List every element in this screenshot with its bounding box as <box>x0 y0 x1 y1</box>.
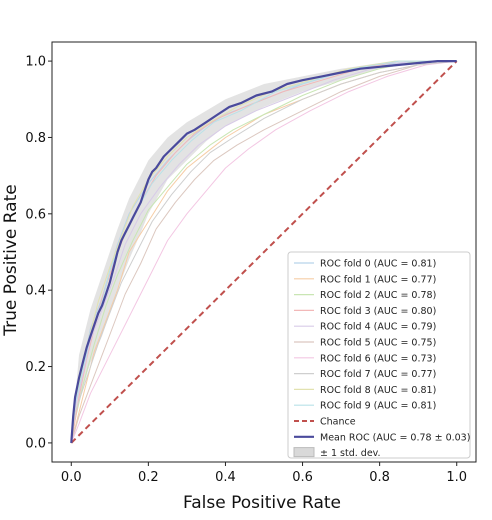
y-tick-label: 0.8 <box>25 131 46 146</box>
roc-fold-7-line <box>70 60 457 443</box>
y-tick-label: 0.2 <box>25 360 46 375</box>
y-tick-label: 0.4 <box>25 284 46 299</box>
legend-entry-label: ROC fold 0 (AUC = 0.81) <box>320 259 436 270</box>
plot-frame <box>51 41 477 463</box>
x-axis-label: False Positive Rate <box>183 493 341 513</box>
legend-entry-label: ROC fold 2 (AUC = 0.78) <box>320 290 436 301</box>
ticks-layer: 0.0 0.2 0.4 0.6 0.8 1.0 0.0 0.2 0.4 0.6 0.8 1.0 <box>25 55 467 485</box>
series-layer <box>70 60 458 444</box>
mean-roc-line <box>70 60 457 443</box>
legend-entry-label: ROC fold 1 (AUC = 0.77) <box>320 274 436 285</box>
x-tick-label: 0.6 <box>292 470 313 485</box>
legend-entry-label: ROC fold 5 (AUC = 0.75) <box>320 338 436 349</box>
legend-entry-label: Mean ROC (AUC = 0.78 ± 0.03) <box>320 432 470 443</box>
y-axis-label: True Positive Rate <box>1 184 21 336</box>
legend-swatch <box>293 447 315 458</box>
y-tick-label: 0.6 <box>25 207 46 222</box>
x-tick-label: 0.8 <box>369 470 390 485</box>
legend-entry-label: ROC fold 9 (AUC = 0.81) <box>320 401 436 412</box>
y-tick-label: 1.0 <box>25 55 46 70</box>
y-tick-label: 0.0 <box>25 436 46 451</box>
legend-entry-label: ROC fold 3 (AUC = 0.80) <box>320 306 436 317</box>
chance-line <box>70 60 458 444</box>
x-tick-label: 0.0 <box>61 470 82 485</box>
roc-fold-6-line <box>70 60 457 444</box>
x-tick-label: 1.0 <box>446 470 467 485</box>
legend-entry-label: ROC fold 4 (AUC = 0.79) <box>320 322 436 333</box>
legend-entry-label: Chance <box>320 417 356 428</box>
legend-entry-label: ± 1 std. dev. <box>320 448 381 459</box>
legend: ROC fold 0 (AUC = 0.81) ROC fold 1 (AUC =… <box>287 251 471 459</box>
legend-box <box>287 251 471 459</box>
legend-entry-label: ROC fold 7 (AUC = 0.77) <box>320 369 436 380</box>
x-tick-label: 0.4 <box>215 470 236 485</box>
roc-fold-2-line <box>70 60 457 443</box>
roc-fold-5-line <box>70 60 457 444</box>
roc-fold-4-line <box>70 60 457 443</box>
legend-entry-label: ROC fold 6 (AUC = 0.73) <box>320 353 436 364</box>
x-tick-label: 0.2 <box>138 470 159 485</box>
legend-entry-label: ROC fold 8 (AUC = 0.81) <box>320 385 436 396</box>
